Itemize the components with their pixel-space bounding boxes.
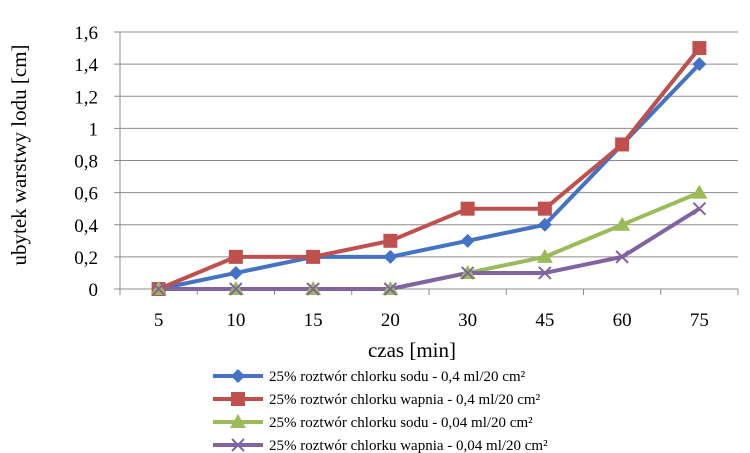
data-point-x <box>460 266 475 280</box>
data-point-square <box>692 41 707 56</box>
x-tick-label: 60 <box>613 310 632 331</box>
x-tick-labels: 5 10 15 20 30 45 60 75 <box>154 310 709 331</box>
x-tick-label: 15 <box>304 310 323 331</box>
x-tick-label: 10 <box>226 310 245 331</box>
legend-label: 25% roztwór chlorku wapnia - 0,04 ml/20 … <box>269 438 548 453</box>
data-point-x <box>615 250 629 264</box>
data-point-square <box>537 201 552 216</box>
data-point-triangle <box>614 216 631 231</box>
data-point-x <box>538 266 552 280</box>
data-point-diamond <box>383 249 398 264</box>
y-tick-labels: 0 0,2 0,4 0,6 0,8 1 1,2 1,4 1,6 <box>74 23 98 301</box>
data-point-x <box>306 282 320 296</box>
data-point-diamond <box>231 369 245 383</box>
data-point-x <box>692 201 707 216</box>
data-point-square <box>231 392 245 406</box>
series-markers <box>150 41 708 296</box>
y-tick-label: 0,2 <box>74 248 98 269</box>
data-point-diamond <box>460 233 475 248</box>
series-line-1 <box>158 62 701 291</box>
y-tick-label: 0,6 <box>74 184 98 205</box>
series-lines <box>157 46 701 291</box>
data-point-square <box>306 249 321 264</box>
data-point-x <box>229 282 243 296</box>
x-axis-title: czas [min] <box>368 338 456 362</box>
y-tick-label: 1 <box>89 119 99 140</box>
x-tick-label: 30 <box>458 310 477 331</box>
y-tick-label: 0,4 <box>74 216 98 237</box>
data-point-x <box>383 282 398 296</box>
data-point-x <box>151 282 166 296</box>
legend-label: 25% roztwór chlorku sodu - 0,4 ml/20 cm² <box>269 369 526 385</box>
x-tick-label: 45 <box>535 310 554 331</box>
x-tick-label: 75 <box>690 310 709 331</box>
legend-label: 25% roztwór chlorku wapnia - 0,4 ml/20 c… <box>269 392 541 408</box>
data-point-square <box>228 249 243 264</box>
data-point-x <box>231 438 245 452</box>
axes <box>114 31 739 295</box>
legend: 25% roztwór chlorku sodu - 0,4 ml/20 cm²… <box>213 369 548 453</box>
legend-label: 25% roztwór chlorku sodu - 0,04 ml/20 cm… <box>269 415 533 431</box>
x-tick-label: 5 <box>154 310 164 331</box>
data-point-triangle <box>691 184 708 199</box>
data-point-square <box>383 233 398 248</box>
legend-item: 25% roztwór chlorku wapnia - 0,04 ml/20 … <box>213 438 548 453</box>
data-point-diamond <box>537 217 552 232</box>
y-tick-label: 1,6 <box>74 23 98 44</box>
data-point-diamond <box>228 265 243 280</box>
legend-item: 25% roztwór chlorku sodu - 0,4 ml/20 cm² <box>213 369 526 385</box>
series-line-4 <box>158 206 701 291</box>
legend-item: 25% roztwór chlorku sodu - 0,04 ml/20 cm… <box>213 414 533 431</box>
y-tick-label: 0 <box>89 280 99 301</box>
data-point-triangle <box>536 248 553 263</box>
data-point-triangle <box>230 414 246 428</box>
data-point-square <box>460 201 475 216</box>
y-tick-label: 0,8 <box>74 152 98 173</box>
gridlines <box>120 31 738 258</box>
y-axis-title: ubytek warstwy lodu [cm] <box>7 44 31 265</box>
x-tick-label: 20 <box>381 310 400 331</box>
data-point-square <box>615 137 630 152</box>
series-line-2 <box>157 46 701 291</box>
y-tick-label: 1,4 <box>74 55 98 76</box>
data-point-diamond <box>692 57 707 72</box>
y-tick-label: 1,2 <box>74 87 98 108</box>
legend-item: 25% roztwór chlorku wapnia - 0,4 ml/20 c… <box>213 392 541 408</box>
